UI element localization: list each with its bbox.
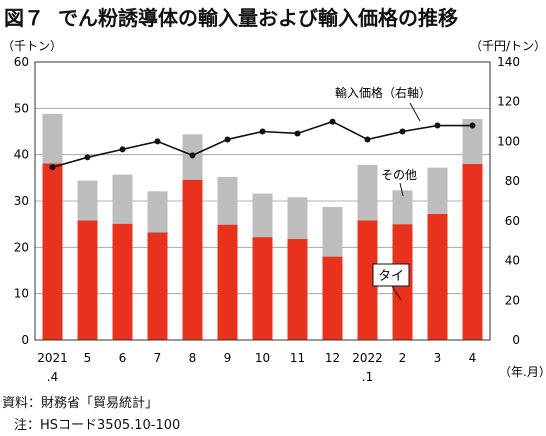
y-tick-right: 60 (505, 214, 520, 228)
figure-title-text: でん粉誘導体の輸入量および輸入価格の推移 (58, 6, 458, 30)
hs-code-note: 注：HSコード3505.10-100 (14, 418, 181, 433)
left-axis-unit: （千トン） (2, 39, 62, 53)
y-tick-left: 20 (14, 240, 29, 254)
thai-label-box (372, 263, 410, 287)
bar-thai (462, 163, 483, 340)
y-tick-left: 50 (14, 101, 29, 115)
bar-thai (182, 179, 203, 340)
y-tick-right: 140 (497, 55, 520, 69)
price-point (154, 138, 161, 145)
x-tick-label: 2022 (352, 351, 383, 365)
price-label: 輸入価格（右軸） (335, 85, 431, 100)
bar-thai (217, 224, 238, 340)
x-tick-label: 11 (290, 351, 305, 365)
bar-other (252, 193, 273, 238)
bar-other (147, 191, 168, 233)
price-label-leader (409, 102, 421, 122)
y-tick-right: 0 (512, 333, 520, 347)
y-tick-right: 120 (497, 95, 520, 109)
bar-thai (427, 213, 448, 340)
y-tick-left: 40 (14, 148, 29, 162)
price-point (49, 164, 56, 171)
figure-label: 図７ (4, 6, 44, 30)
tick-labels: 0 10 20 30 40 50 60 0 20 40 60 80 100 120 140 2021 .4 5 6 7… (14, 55, 520, 384)
bar-thai (147, 232, 168, 340)
price-point (399, 128, 406, 135)
x-tick-label: 2021 (37, 351, 68, 365)
bar-other (462, 118, 483, 164)
bar-other (392, 190, 413, 225)
other-label: その他 (381, 168, 417, 182)
price-point (259, 128, 266, 135)
x-tick-label: 5 (84, 351, 92, 365)
x-axis-unit: （年.月） (499, 365, 546, 379)
x-tick-label: 9 (224, 351, 232, 365)
source-note: 資料：財務省「貿易統計」 (2, 396, 159, 411)
bar-thai (77, 220, 98, 340)
price-point (189, 152, 196, 159)
y-tick-right: 20 (505, 293, 520, 307)
bar-other (112, 174, 133, 224)
thai-label: タイ (378, 269, 404, 284)
x-tick-label: 7 (154, 351, 162, 365)
right-axis-unit: （千円/トン） (470, 39, 546, 53)
x-tick-label: 8 (189, 351, 197, 365)
x-tick-label: 10 (255, 351, 270, 365)
price-point (364, 136, 371, 143)
x-tick-label: 6 (119, 351, 127, 365)
bar-thai (42, 163, 63, 340)
price-point (84, 154, 91, 161)
x-tick-sublabel: .4 (47, 370, 58, 384)
bar-thai (322, 256, 343, 340)
bar-thai (112, 223, 133, 340)
bar-other (322, 207, 343, 257)
y-tick-left: 0 (21, 333, 29, 347)
price-line-path (52, 120, 473, 169)
y-tick-left: 60 (14, 55, 29, 69)
bar-thai (357, 220, 378, 340)
plot-frame (34, 61, 491, 341)
x-tick-label: 4 (469, 351, 477, 365)
price-point (294, 130, 301, 137)
bar-other (287, 197, 308, 239)
y-tick-right: 80 (505, 174, 520, 188)
price-point (434, 122, 441, 129)
bar-other (217, 176, 238, 225)
price-point (224, 136, 231, 143)
axes (34, 61, 491, 341)
bar-thai (252, 237, 273, 340)
price-point (119, 146, 126, 153)
bar-thai (287, 238, 308, 340)
price-point (469, 122, 476, 129)
x-tick-sublabel: .1 (362, 370, 373, 384)
bar-other (42, 113, 63, 164)
y-tick-right: 40 (505, 254, 520, 268)
bar-other (357, 164, 378, 221)
y-tick-left: 30 (14, 194, 29, 208)
other-label-leader (399, 182, 404, 197)
price-point (329, 118, 336, 125)
x-tick-label: 2 (399, 351, 407, 365)
y-tick-right: 100 (497, 134, 520, 148)
x-tick-label: 12 (325, 351, 340, 365)
x-tick-label: 3 (434, 351, 442, 365)
bar-other (427, 167, 448, 214)
price-line (49, 118, 476, 171)
bar-other (77, 180, 98, 221)
bars (42, 113, 483, 340)
chart-title: 図７ でん粉誘導体の輸入量および輸入価格の推移 (4, 2, 458, 31)
thai-label-leader (391, 285, 402, 301)
y-tick-left: 10 (14, 287, 29, 301)
